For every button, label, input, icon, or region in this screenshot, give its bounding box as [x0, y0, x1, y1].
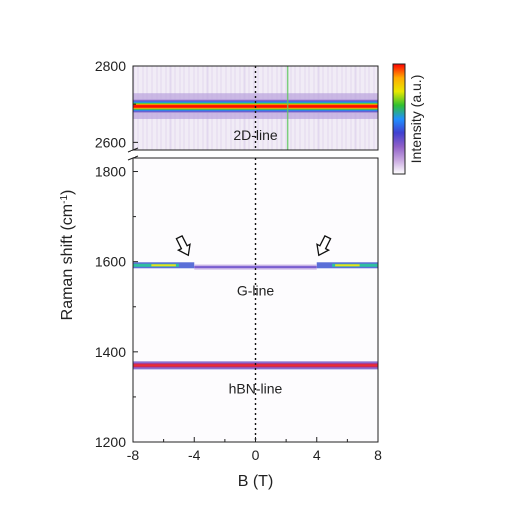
anticrossing-arrow-right [316, 235, 332, 257]
g-line-center-core [194, 266, 317, 269]
g-line-right-peak [335, 264, 360, 267]
y-axis-title: Raman shift (cm-1) [59, 190, 77, 321]
colorbar-label: Intensity (a.u.) [408, 75, 424, 164]
y-axis-title-close: ) [59, 190, 76, 195]
x-axis-title: B (T) [238, 473, 274, 490]
lower-y-tick-label: 1600 [95, 254, 126, 270]
axis-break-gap [131, 151, 135, 157]
hbn-line-label: hBN-line [229, 380, 283, 396]
colorbar-gradient [392, 63, 406, 175]
g-line-left-peak [151, 264, 176, 267]
lower-y-tick-label: 1400 [95, 344, 126, 360]
upper-y-tick-label: 2800 [95, 58, 126, 74]
2d-line-label: 2D-line [233, 127, 278, 143]
g-line-label: G-line [237, 282, 275, 298]
x-tick-label: -8 [127, 447, 140, 463]
y-axis-title-main: Raman shift (cm [59, 204, 76, 320]
axis-break-mark [127, 147, 139, 161]
upper-y-tick-label: 2600 [95, 134, 126, 150]
x-tick-label: 0 [252, 447, 260, 463]
x-tick-label: 8 [374, 447, 382, 463]
anticrossing-arrow-left [175, 235, 191, 257]
x-tick-label: 4 [313, 447, 321, 463]
hbn-line-peak [133, 364, 378, 367]
colorbar [392, 63, 406, 175]
x-tick-label: -4 [188, 447, 201, 463]
axes-layer: -8 -4 0 4 8 2600 2800 1200 1400 1600 1800 [95, 58, 382, 463]
y-axis-title-superscript: -1 [59, 195, 70, 204]
lower-y-tick-label: 1200 [95, 434, 126, 450]
lower-y-tick-label: 1800 [95, 164, 126, 180]
